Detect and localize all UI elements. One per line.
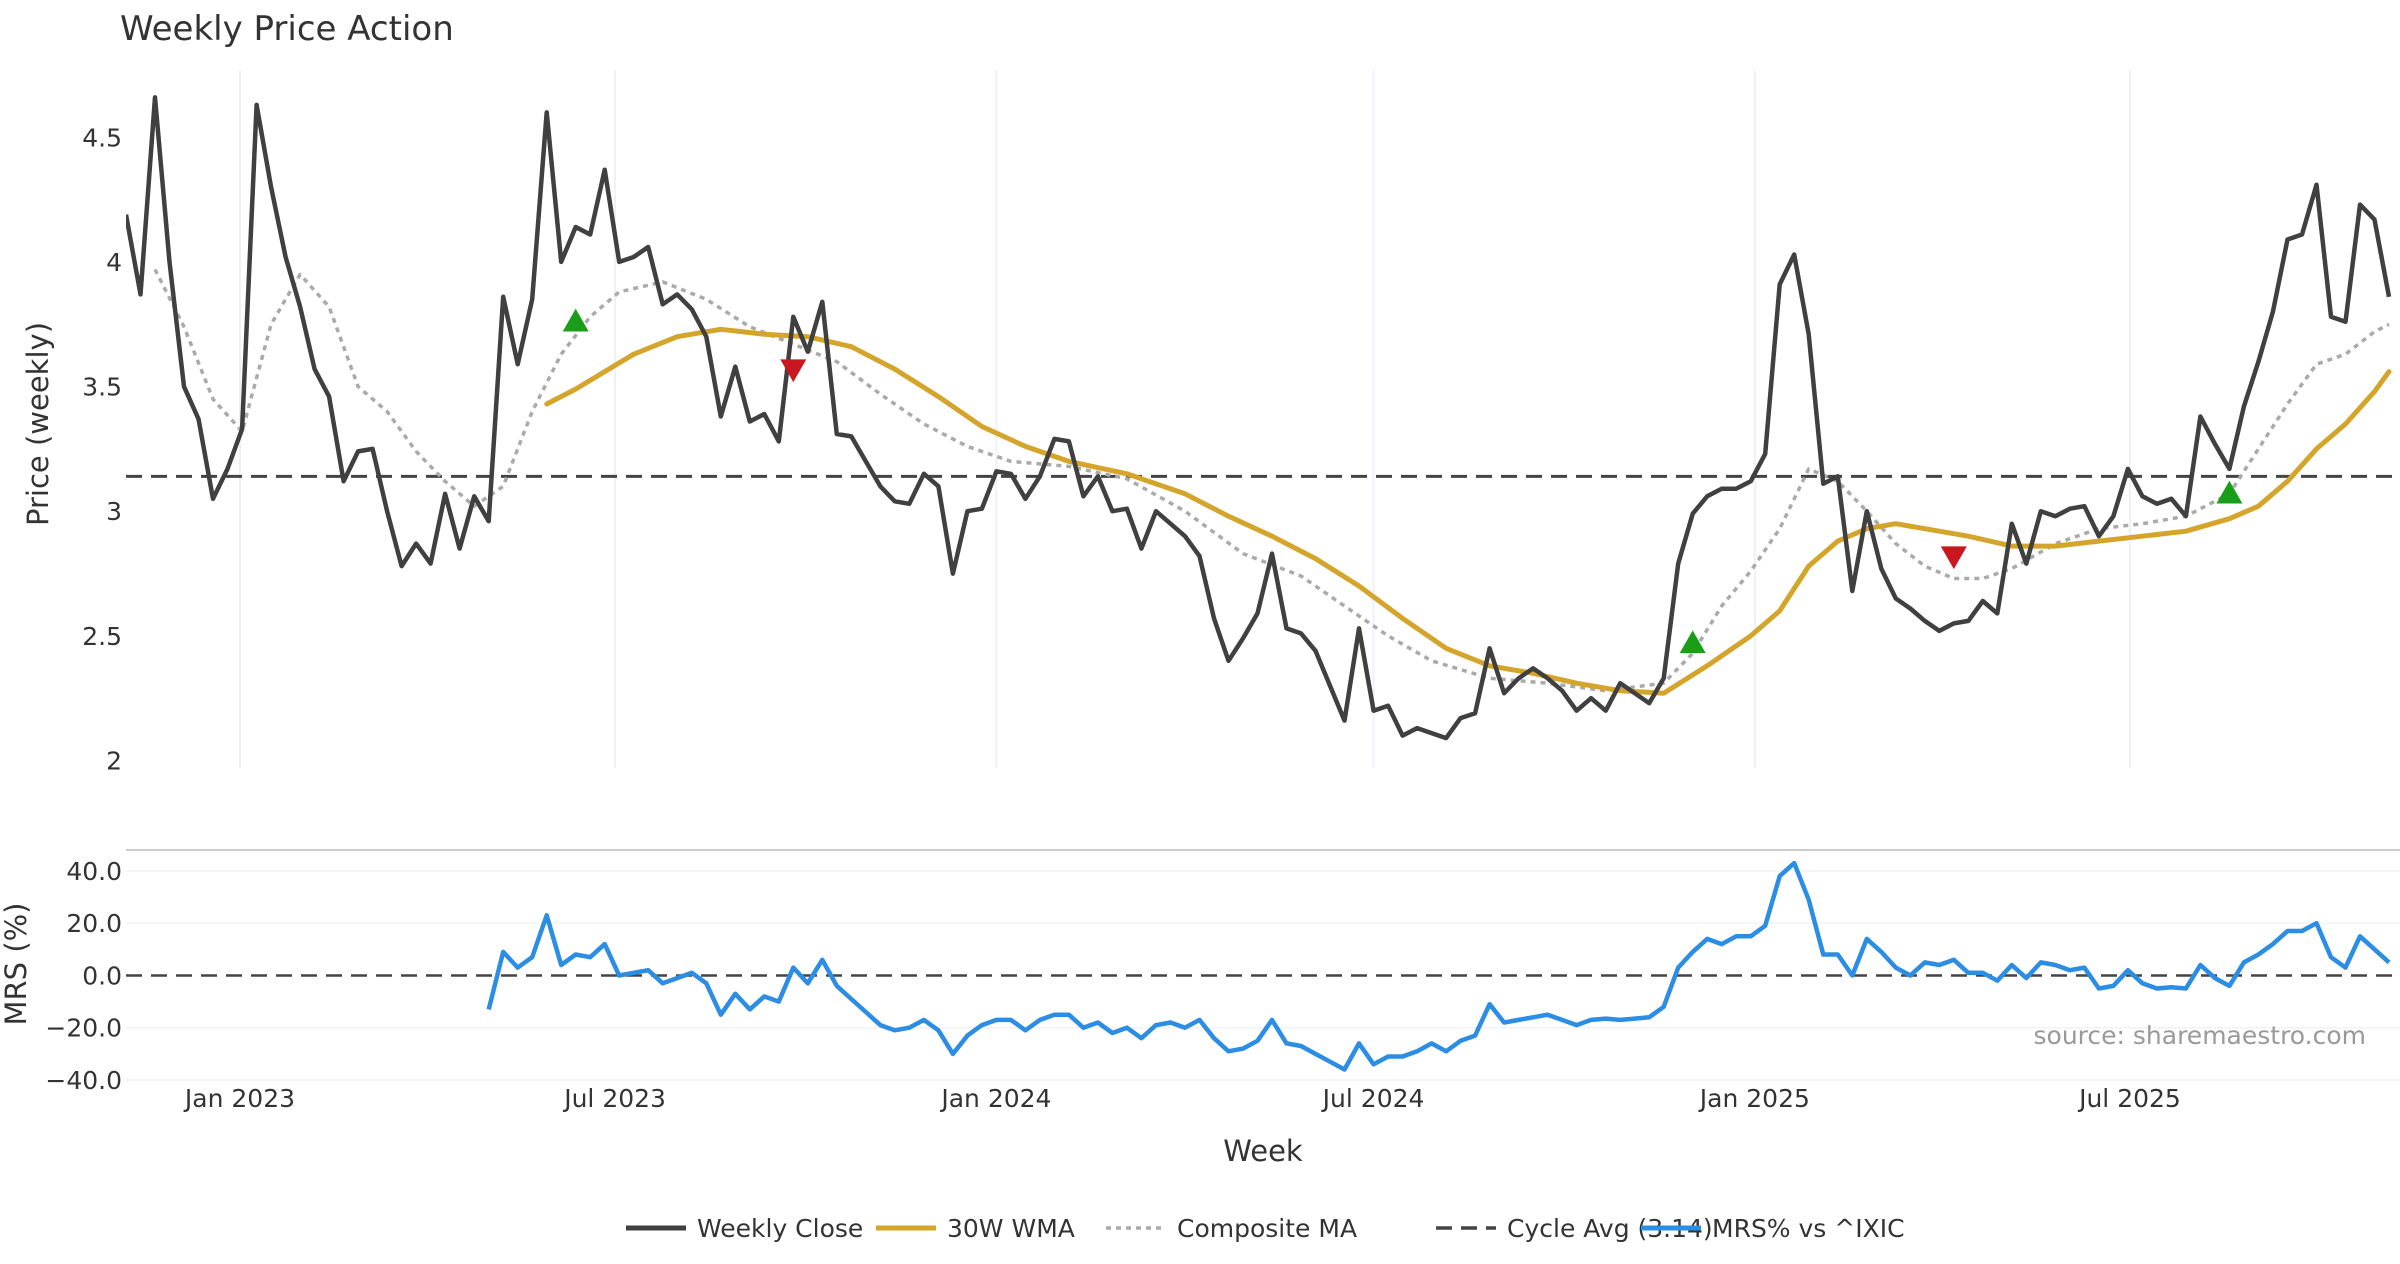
mrs-y-tick-label: 40.0: [66, 857, 122, 886]
price-y-tick-label: 2: [106, 747, 122, 776]
source-note: source: sharemaestro.com: [2034, 1021, 2367, 1050]
mrs-gridlines: [126, 870, 2400, 1081]
series-composite-ma: [153, 268, 2390, 693]
legend-label: Weekly Close: [697, 1214, 863, 1243]
mrs-y-axis-label: MRS (%): [0, 903, 33, 1026]
price-y-tick-label: 3.5: [82, 373, 122, 402]
price-y-tick-label: 2.5: [82, 622, 122, 651]
sell-signal-marker: [780, 359, 807, 383]
mrs-y-tick-label: −20.0: [45, 1014, 122, 1043]
sell-signal-marker: [1940, 546, 1967, 570]
price-y-tick-label: 3: [106, 497, 122, 526]
price-y-axis-ticks: 2 2.5 3 3.5 4 4.5: [82, 123, 122, 775]
x-tick-label: Jan 2025: [1698, 1084, 1810, 1113]
x-tick-label: Jul 2024: [1321, 1084, 1425, 1113]
buy-signal-marker: [1679, 630, 1706, 654]
price-plot-area: [126, 95, 2400, 741]
legend-label: MRS% vs ^IXIC: [1712, 1214, 1905, 1243]
legend-label: Composite MA: [1177, 1214, 1357, 1243]
mrs-y-tick-label: 0.0: [82, 961, 122, 990]
x-axis-ticks: Jan 2023 Jul 2023 Jan 2024 Jul 2024 Jan 2025…: [183, 1084, 2181, 1113]
x-tick-label: Jul 2023: [562, 1084, 666, 1113]
x-axis-label: Week: [1223, 1134, 1303, 1168]
series-30w-wma: [544, 326, 2392, 696]
price-y-tick-label: 4.5: [82, 123, 122, 152]
x-tick-label: Jul 2025: [2077, 1084, 2181, 1113]
mrs-plot-area: [126, 860, 2400, 1072]
buy-signal-marker: [2216, 480, 2243, 504]
buy-signal-marker: [562, 308, 589, 332]
mrs-y-axis-ticks: 40.0 20.0 0.0 −20.0 −40.0: [45, 857, 122, 1095]
price-gridlines: [238, 70, 2131, 768]
series-weekly-close: [126, 95, 2392, 741]
mrs-y-tick-label: 20.0: [66, 909, 122, 938]
mrs-y-tick-label: −40.0: [45, 1066, 122, 1095]
x-tick-label: Jan 2024: [939, 1084, 1051, 1113]
series-mrs: [486, 860, 2391, 1072]
chart-title: Weekly Price Action: [120, 9, 454, 49]
x-tick-label: Jan 2023: [183, 1084, 295, 1113]
legend-label: 30W WMA: [947, 1214, 1075, 1243]
legend: Weekly Close 30W WMA Composite MA Cycle Avg…: [626, 1214, 1905, 1243]
price-y-axis-label: Price (weekly): [21, 322, 55, 526]
price-y-tick-label: 4: [106, 248, 122, 277]
